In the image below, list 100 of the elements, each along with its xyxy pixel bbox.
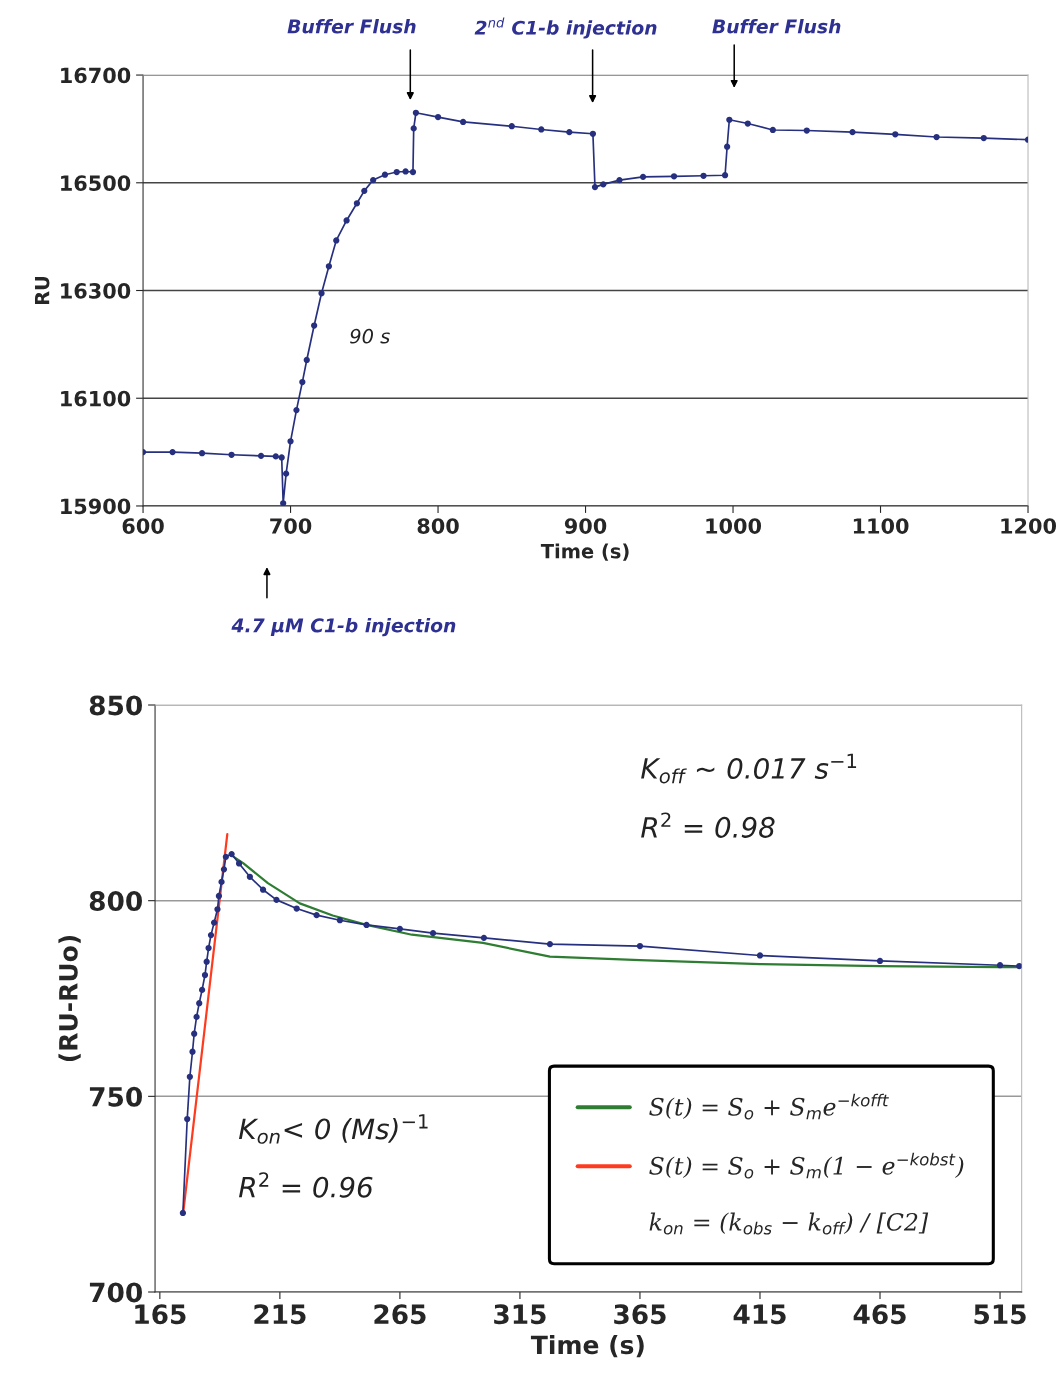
point — [179, 1209, 187, 1217]
point — [214, 906, 221, 913]
point — [409, 168, 417, 176]
y-tick-label: 16300 — [61, 282, 131, 299]
point — [325, 263, 333, 270]
point — [589, 130, 597, 137]
point — [198, 450, 206, 457]
point — [396, 925, 404, 932]
point — [203, 958, 210, 965]
point — [566, 129, 573, 136]
legend-label: S(t) = S$_{o}$ + S$_{m}$(1 − e$^{−kobst}$) — [649, 1152, 964, 1179]
point — [311, 322, 318, 329]
point — [184, 1115, 191, 1123]
point — [546, 940, 554, 948]
annotation: k$_{on}$ = (k$_{obs}$ − k$_{off}$) / [C2] — [649, 1212, 929, 1235]
point — [980, 134, 987, 142]
point — [459, 118, 467, 126]
point — [259, 886, 267, 893]
point — [1024, 136, 1029, 143]
point — [480, 934, 488, 941]
point — [196, 1000, 203, 1007]
point — [508, 123, 515, 130]
text: Buffer Flush — [287, 19, 416, 34]
point — [293, 406, 300, 414]
point — [381, 171, 389, 178]
x-axis-title: Time (s) — [530, 1334, 644, 1358]
point — [996, 962, 1004, 969]
x-tick-label: 415 — [733, 1304, 786, 1325]
x-tick-label: 465 — [853, 1304, 906, 1325]
x-axis-title: Time (s) — [540, 543, 629, 561]
point — [210, 919, 218, 926]
point — [343, 217, 350, 224]
point — [205, 944, 212, 952]
point — [293, 905, 300, 912]
point — [280, 500, 287, 506]
point — [278, 454, 285, 461]
point — [201, 971, 209, 979]
point — [726, 116, 733, 123]
point — [756, 952, 764, 959]
point — [721, 172, 729, 179]
point — [189, 1048, 196, 1055]
point — [876, 957, 884, 965]
point — [361, 187, 368, 194]
x-tick-label: 700 — [270, 518, 312, 534]
point — [220, 866, 228, 873]
point — [235, 860, 243, 867]
point — [283, 470, 290, 477]
point — [318, 290, 325, 297]
point — [169, 448, 176, 456]
x-tick-label: 215 — [254, 1304, 306, 1325]
y-axis-title: RU — [34, 276, 50, 305]
point — [849, 129, 856, 136]
y-tick-label: 16700 — [61, 67, 131, 84]
point — [363, 921, 370, 929]
y-tick-label: 15900 — [61, 498, 131, 515]
point — [222, 853, 229, 860]
point — [186, 1073, 193, 1080]
y-tick-label: 16100 — [61, 390, 131, 407]
point — [218, 878, 225, 886]
point — [273, 896, 280, 904]
text: 2$^{nd}$ C1-b injection — [474, 17, 657, 39]
y-axis-title: (RU-RUo) — [58, 935, 81, 1062]
point — [670, 173, 678, 180]
point — [193, 1013, 200, 1021]
point — [402, 168, 409, 175]
y-tick-label: 800 — [89, 891, 142, 912]
x-tick-label: 600 — [122, 518, 164, 534]
point — [287, 438, 294, 445]
y-tick-label: 16500 — [61, 175, 131, 191]
point — [616, 176, 623, 184]
point — [299, 378, 306, 386]
point — [600, 181, 607, 188]
x-tick-label: 315 — [494, 1304, 546, 1325]
point — [246, 873, 253, 880]
point — [410, 125, 417, 132]
y-tick-label: 750 — [89, 1086, 142, 1107]
point — [313, 912, 320, 919]
point — [933, 133, 940, 141]
point — [803, 127, 810, 134]
x-tick-label: 365 — [614, 1304, 666, 1325]
point — [538, 126, 545, 133]
legend-label: S(t) = S$_{o}$ + S$_{m}$e$^{−kofft}$ — [649, 1093, 889, 1120]
x-tick-label: 900 — [564, 518, 607, 534]
point — [228, 451, 235, 458]
point — [257, 452, 265, 459]
point — [215, 892, 223, 900]
point — [769, 126, 776, 134]
point — [333, 237, 340, 244]
point — [272, 453, 279, 460]
annotation: K$_{off}$ ~ 0.017 s$^{−1}$ — [641, 753, 857, 784]
point — [412, 109, 420, 116]
point — [1016, 962, 1022, 970]
point — [639, 173, 647, 180]
x-tick-label: 165 — [135, 1304, 186, 1325]
point — [892, 131, 899, 138]
annotation: R$^{2}$ = 0.98 — [641, 812, 775, 838]
x-tick-label: 800 — [417, 518, 459, 534]
annotation: K$_{on}$< 0 (Ms)$^{−1}$ — [238, 1114, 428, 1144]
annotation: 90 s — [350, 328, 390, 344]
x-tick-label: 515 — [974, 1304, 1026, 1325]
